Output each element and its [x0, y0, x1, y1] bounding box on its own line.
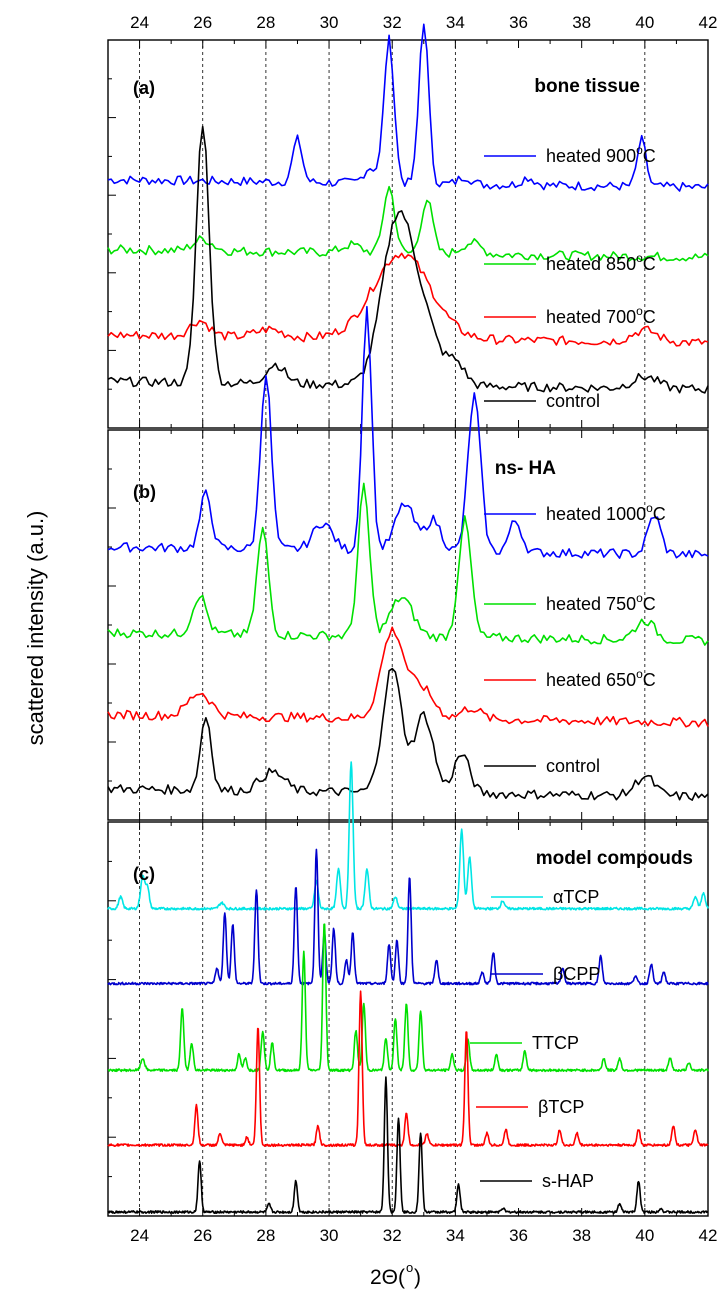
legend-label-sup-1-0: o: [646, 501, 653, 515]
series-line-2-3: [107, 990, 709, 1148]
series-line-0-2: [107, 252, 709, 347]
panel-title-1: ns- HA: [495, 458, 557, 479]
x-axis-label-sup: o: [406, 1260, 413, 1275]
xtick-label-bottom: 34: [446, 1226, 465, 1245]
series-line-1-0: [107, 305, 709, 559]
legend-label-2-2: TTCP: [532, 1033, 579, 1053]
panel-title-2: model compouds: [536, 848, 693, 869]
series-line-1-3: [107, 667, 709, 801]
series-line-2-1: [107, 848, 709, 986]
legend-label-sup-0-1: o: [636, 251, 643, 265]
xtick-label-bottom: 30: [320, 1226, 339, 1245]
xtick-label-bottom: 38: [572, 1226, 591, 1245]
xtick-label-bottom: 26: [193, 1226, 212, 1245]
legend-label-0-0: heated 900: [546, 146, 636, 166]
xtick-label-bottom: 36: [509, 1226, 528, 1245]
series-line-2-2: [107, 923, 709, 1073]
legend-label-unit-1-0: C: [653, 504, 666, 524]
series-line-2-0: [107, 761, 709, 911]
legend-label-unit-0-2: C: [643, 307, 656, 327]
legend-label-0-1: heated 850: [546, 254, 636, 274]
legend-label-2-0: αTCP: [553, 887, 599, 907]
xtick-label-top: 40: [635, 13, 654, 32]
legend-label-unit-0-0: C: [643, 146, 656, 166]
x-axis-label: 2Θ(: [370, 1266, 405, 1289]
legend-label-2-1: βCPP: [553, 964, 600, 984]
series-line-0-1: [107, 185, 709, 262]
legend-label-2-3: βTCP: [538, 1097, 584, 1117]
legend-label-unit-0-1: C: [643, 254, 656, 274]
series-line-0-3: [107, 125, 709, 394]
xtick-label-top: 32: [383, 13, 402, 32]
xtick-label-top: 24: [130, 13, 149, 32]
series-line-2-4: [107, 1076, 709, 1214]
legend-label-1-1: heated 750: [546, 594, 636, 614]
legend-label-1-3: control: [546, 756, 600, 776]
xtick-label-top: 36: [509, 13, 528, 32]
xtick-label-bottom: 28: [256, 1226, 275, 1245]
x-axis-label-close: ): [414, 1266, 421, 1289]
series-line-1-2: [107, 626, 709, 728]
legend-label-unit-1-2: C: [643, 670, 656, 690]
y-axis-label: scattered intensity (a.u.): [23, 511, 48, 746]
xtick-label-top: 38: [572, 13, 591, 32]
xtick-label-top: 30: [320, 13, 339, 32]
xtick-label-bottom: 32: [383, 1226, 402, 1245]
legend-label-sup-0-0: o: [636, 143, 643, 157]
xtick-label-top: 26: [193, 13, 212, 32]
xtick-label-bottom: 24: [130, 1226, 149, 1245]
legend-label-0-2: heated 700: [546, 307, 636, 327]
legend-label-2-4: s-HAP: [542, 1171, 594, 1191]
legend-label-sup-1-1: o: [636, 591, 643, 605]
series-line-1-1: [107, 482, 709, 646]
xtick-label-bottom: 40: [635, 1226, 654, 1245]
legend-label-1-0: heated 1000: [546, 504, 646, 524]
legend-label-1-2: heated 650: [546, 670, 636, 690]
panel-tag-0: (a): [133, 78, 155, 98]
xtick-label-top: 34: [446, 13, 465, 32]
panel-tag-1: (b): [133, 482, 156, 502]
legend-label-sup-1-2: o: [636, 667, 643, 681]
xtick-label-top: 42: [699, 13, 718, 32]
panel-tag-2: (c): [133, 864, 155, 884]
legend-label-0-3: control: [546, 391, 600, 411]
panel-frame-0: [107, 39, 709, 429]
xtick-label-bottom: 42: [699, 1226, 718, 1245]
panel-title-0: bone tissue: [534, 76, 640, 97]
xtick-label-top: 28: [256, 13, 275, 32]
legend-label-unit-1-1: C: [643, 594, 656, 614]
legend-label-sup-0-2: o: [636, 304, 643, 318]
